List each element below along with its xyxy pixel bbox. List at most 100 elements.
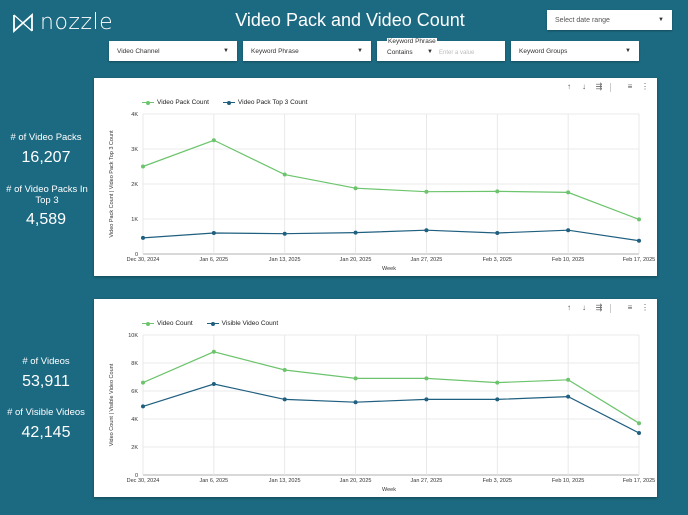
series-line <box>142 383 640 434</box>
more-options-icon[interactable]: ⋮ <box>641 82 649 91</box>
chevron-down-icon: ▼ <box>427 49 433 55</box>
video-packs-value: 16,207 <box>21 149 71 166</box>
x-tick-label: Jan 27, 2025 <box>411 257 443 263</box>
videos-label: # of Videos <box>22 356 70 367</box>
keyword-phrase-filter[interactable]: Keyword Phrase ▼ <box>243 41 371 61</box>
keyword-phrase-input[interactable]: Enter a value <box>439 50 475 56</box>
sort-ascending-icon[interactable]: ↑ <box>567 303 571 312</box>
drill-icon[interactable]: ⇶ <box>595 303 603 312</box>
x-tick-label: Feb 17, 2025 <box>623 478 655 484</box>
video-channel-filter[interactable]: Video Channel ▼ <box>109 41 237 61</box>
page-title: Video Pack and Video Count <box>235 10 465 30</box>
legend-item[interactable]: Video Pack Count <box>142 99 209 106</box>
x-tick-label: Jan 13, 2025 <box>269 478 301 484</box>
data-point[interactable] <box>637 421 641 426</box>
sort-descending-icon[interactable]: ↓ <box>582 303 586 312</box>
sort-ascending-icon[interactable]: ↑ <box>567 82 571 91</box>
y-tick-label: 10K <box>128 333 138 339</box>
data-point[interactable] <box>282 397 287 402</box>
y-tick-label: 8K <box>131 361 138 367</box>
data-point[interactable] <box>211 138 216 143</box>
video-packs-label: # of Video Packs <box>10 132 82 143</box>
data-point[interactable] <box>141 380 145 385</box>
legend-item[interactable]: Video Pack Top 3 Count <box>222 99 308 106</box>
y-tick-label: 2K <box>131 182 138 188</box>
filter-icon[interactable]: ≡ <box>627 303 633 312</box>
data-point[interactable] <box>495 189 500 194</box>
data-point[interactable] <box>424 376 429 381</box>
data-point[interactable] <box>211 349 216 354</box>
data-point[interactable] <box>495 231 500 235</box>
x-tick-label: Jan 6, 2025 <box>199 478 228 484</box>
data-point[interactable] <box>211 231 216 235</box>
videos-value: 53,911 <box>22 373 70 390</box>
data-point[interactable] <box>424 228 429 233</box>
data-point[interactable] <box>424 189 429 194</box>
data-point[interactable] <box>282 172 287 177</box>
data-point[interactable] <box>353 230 358 235</box>
y-tick-label: 4K <box>131 112 138 118</box>
x-tick-label: Jan 13, 2025 <box>269 257 301 263</box>
data-point[interactable] <box>637 238 641 243</box>
data-point[interactable] <box>566 228 571 233</box>
data-point[interactable] <box>566 377 571 382</box>
x-tick-label: Feb 17, 2025 <box>623 257 655 263</box>
y-tick-label: 1K <box>131 217 138 223</box>
x-tick-label: Jan 20, 2025 <box>340 478 372 484</box>
legend-label: Video Pack Count <box>157 99 209 106</box>
data-point[interactable] <box>424 397 429 402</box>
chart-toolbar: ↑ ↓ ⇶ ≡ ⋮ <box>565 303 649 313</box>
data-point[interactable] <box>211 382 216 386</box>
keyword-groups-label: Keyword Groups <box>519 47 568 55</box>
data-point[interactable] <box>637 431 641 435</box>
data-point[interactable] <box>282 368 287 372</box>
video-packs-top3-value: 4,589 <box>25 211 67 228</box>
date-range-picker[interactable]: Select date range ▼ <box>547 10 672 30</box>
sort-descending-icon[interactable]: ↓ <box>582 82 586 91</box>
chart-toolbar: ↑ ↓ ⇶ ≡ ⋮ <box>565 82 649 92</box>
filter-icon[interactable]: ≡ <box>627 82 633 91</box>
data-point[interactable] <box>566 394 571 399</box>
x-tick-label: Feb 10, 2025 <box>552 257 584 263</box>
nozzle-logo[interactable]: nozzle <box>12 10 113 35</box>
video-count-line-chart: 0 2K 4K 6K 8K 10K Dec 30, 2024 Jan 6, 2025 Jan 1… <box>109 333 655 493</box>
data-point[interactable] <box>495 380 500 385</box>
x-tick-label: Feb 3, 2025 <box>483 257 512 263</box>
chevron-down-icon: ▼ <box>357 48 363 54</box>
video-pack-chart-card: 0 1K 2K 3K 4K Dec 30, 2024 Jan 6, 2025 Jan 13, … <box>94 78 657 276</box>
data-point[interactable] <box>141 164 145 169</box>
keyword-phrase-search-filter[interactable]: Keyword Phrase Contains ▼ Enter a value <box>377 38 505 61</box>
legend-item[interactable]: Video Count <box>142 320 193 327</box>
video-count-chart-card: 0 2K 4K 6K 8K 10K Dec 30, 2024 Jan 6, 2025 Jan 1… <box>94 299 657 497</box>
legend-label: Video Pack Top 3 Count <box>237 99 308 106</box>
data-point[interactable] <box>282 231 287 236</box>
legend-label: Visible Video Count <box>221 320 279 327</box>
legend-label: Video Count <box>157 320 193 327</box>
x-tick-label: Feb 3, 2025 <box>483 478 512 484</box>
series-line <box>142 229 640 242</box>
data-point[interactable] <box>353 186 358 191</box>
drill-icon[interactable]: ⇶ <box>595 82 603 91</box>
x-axis-title: Week <box>382 487 396 493</box>
keyword-phrase-search-label: Keyword Phrase <box>387 38 437 45</box>
x-tick-label: Jan 20, 2025 <box>340 257 372 263</box>
more-options-icon[interactable]: ⋮ <box>641 303 649 312</box>
data-point[interactable] <box>495 397 500 402</box>
data-point[interactable] <box>141 404 145 409</box>
chevron-down-icon: ▼ <box>658 17 664 23</box>
x-tick-label: Dec 30, 2024 <box>127 478 160 484</box>
logo-text: nozzle <box>40 10 114 35</box>
data-point[interactable] <box>353 376 358 381</box>
video-channel-label: Video Channel <box>117 47 160 55</box>
data-point[interactable] <box>141 235 145 240</box>
data-point[interactable] <box>566 190 571 195</box>
operator-select[interactable]: Contains <box>387 49 413 56</box>
data-point[interactable] <box>353 400 358 405</box>
keyword-phrase-label: Keyword Phrase <box>251 47 299 55</box>
visible-videos-label: # of Visible Videos <box>7 407 85 418</box>
x-tick-label: Dec 30, 2024 <box>127 257 160 263</box>
y-tick-label: 0 <box>135 252 138 258</box>
legend-item[interactable]: Visible Video Count <box>206 320 279 327</box>
data-point[interactable] <box>637 217 641 222</box>
keyword-groups-filter[interactable]: Keyword Groups ▼ <box>511 41 639 61</box>
